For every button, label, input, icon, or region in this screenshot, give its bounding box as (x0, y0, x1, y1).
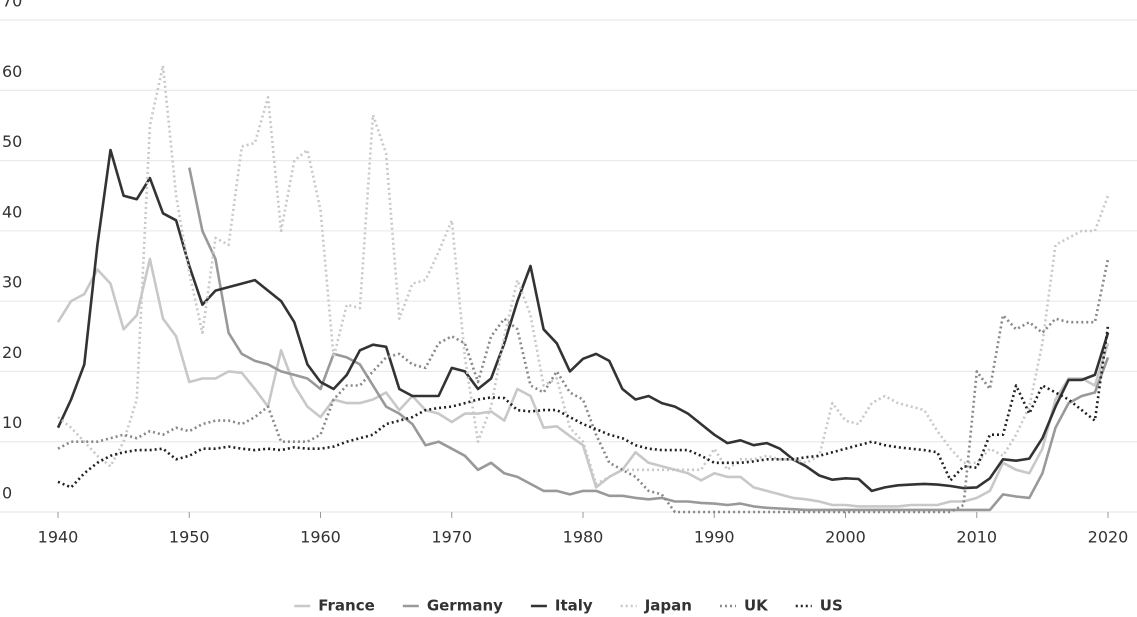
series-line (188, 167, 1110, 512)
series-line (56, 257, 1110, 508)
series-line (57, 64, 1110, 486)
x-tick-label: 1970 (431, 528, 472, 547)
y-tick-label: 20 (2, 343, 22, 362)
x-tick-label: 2020 (1088, 528, 1129, 547)
series-line (56, 148, 1110, 493)
y-tick-label: 50 (2, 132, 22, 151)
legend-label: Japan (644, 597, 692, 615)
y-tick-label: 40 (2, 202, 22, 221)
legend-label: Germany (427, 597, 503, 615)
x-tick-label: 1990 (694, 528, 735, 547)
x-tick-label: 2010 (956, 528, 997, 547)
x-tick-label: 1950 (169, 528, 210, 547)
y-tick-label: 10 (2, 413, 22, 432)
y-tick-label: 70 (2, 0, 22, 11)
legend-label: France (318, 597, 375, 615)
legend-label: US (820, 597, 843, 615)
y-tick-label: 0 (2, 484, 12, 503)
legend-label: UK (744, 597, 769, 615)
x-tick-label: 1960 (300, 528, 341, 547)
series-line (57, 325, 1110, 489)
x-tick-label: 2000 (825, 528, 866, 547)
x-tick-label: 1980 (563, 528, 604, 547)
series-line (57, 258, 1110, 514)
legend-label: Italy (555, 597, 593, 615)
y-tick-label: 30 (2, 273, 22, 292)
y-tick-label: 60 (2, 62, 22, 81)
x-tick-label: 1940 (38, 528, 79, 547)
